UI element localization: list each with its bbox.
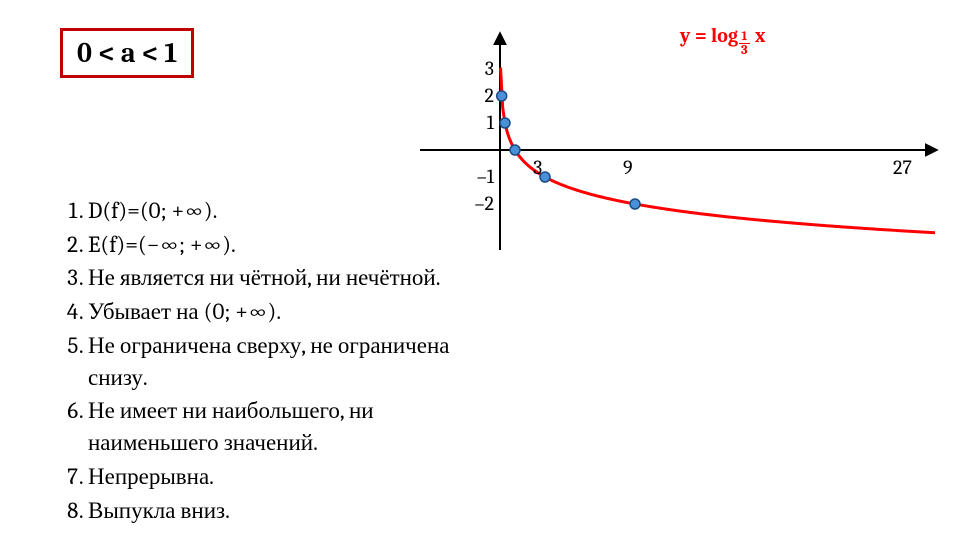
data-point <box>510 145 520 155</box>
y-tick-label: 1 <box>464 111 494 134</box>
data-point <box>630 199 640 209</box>
property-item: Выпукла вниз. <box>88 495 490 527</box>
y-tick-label: 2 <box>464 84 494 107</box>
data-point <box>497 91 507 101</box>
y-tick-label: –1 <box>464 165 494 188</box>
x-tick-label: 27 <box>893 156 912 179</box>
x-tick-label: 3 <box>533 156 542 179</box>
condition-box: 0 < a < 1 <box>60 28 194 78</box>
property-item: Убывает на (0; +∞). <box>88 296 490 328</box>
y-tick-label: 3 <box>464 57 494 80</box>
property-item: Непрерывна. <box>88 461 490 493</box>
log-chart <box>420 30 940 250</box>
data-point <box>500 118 510 128</box>
y-tick-label: –2 <box>464 192 494 215</box>
x-tick-label: 9 <box>623 156 633 179</box>
property-item: Не является ни чётной, ни нечётной. <box>88 262 490 294</box>
property-item: Не имеет ни наибольшего, ни наименьшего … <box>88 395 490 458</box>
property-item: Не ограничена сверху, не ограничена сниз… <box>88 330 490 393</box>
